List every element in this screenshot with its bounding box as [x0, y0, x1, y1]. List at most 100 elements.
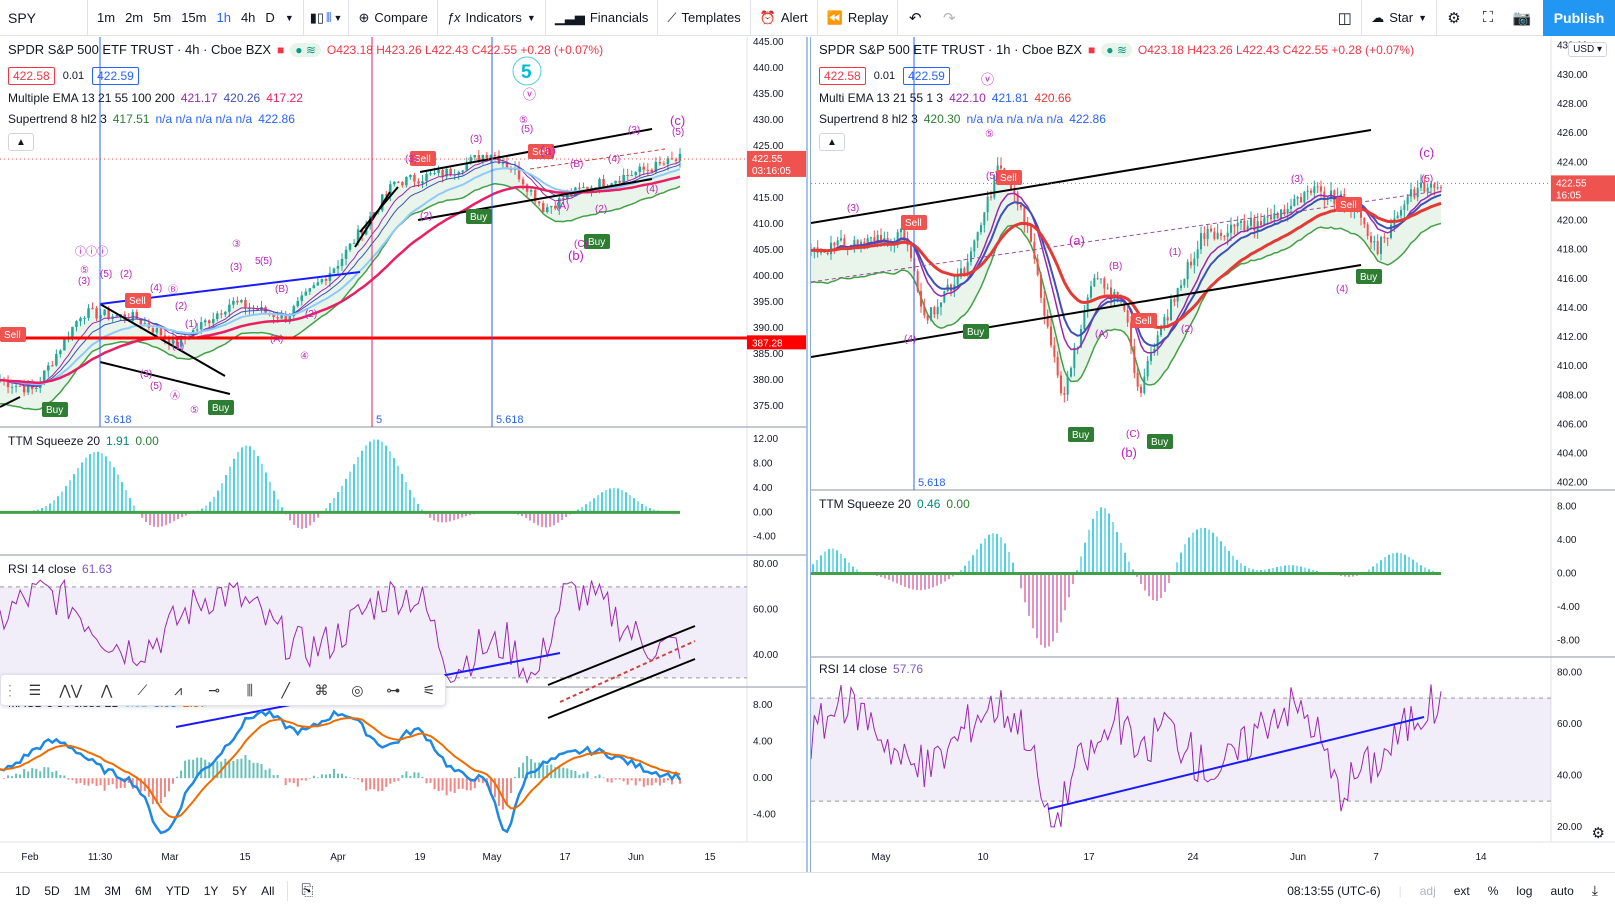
- range-3m[interactable]: 3M: [104, 883, 122, 898]
- candle-body: [674, 159, 678, 161]
- alert-button[interactable]: ⏰ Alert: [751, 0, 818, 36]
- price-axis-tick: 402.00: [1557, 478, 1588, 489]
- interval-2m[interactable]: 2m: [125, 10, 144, 25]
- candle-body: [1256, 221, 1259, 231]
- right-chart-canvas[interactable]: 432.00430.00428.00426.00424.00422.00420.…: [811, 37, 1615, 872]
- clock-time[interactable]: 08:13:55 (UTC-6): [1287, 883, 1381, 898]
- squeeze-axis-tick: 8.00: [1557, 502, 1577, 513]
- snapshot-button[interactable]: 📷: [1505, 0, 1539, 36]
- right-ema-legend[interactable]: Multi EMA 13 21 55 1 3 422.10 421.81 420…: [819, 91, 1071, 105]
- indicators-button[interactable]: ƒx Indicators ▼: [438, 0, 546, 36]
- elliott-wave-label: (5): [672, 127, 684, 138]
- interval-15m[interactable]: 15m: [181, 10, 207, 25]
- macd-axis-tick: 4.00: [753, 737, 773, 748]
- candle-body: [264, 307, 267, 313]
- left-bid-price[interactable]: 422.58: [8, 67, 55, 85]
- candle-body: [529, 189, 533, 192]
- interval-1m[interactable]: 1m: [97, 10, 116, 25]
- candle-body: [1260, 221, 1262, 226]
- range-5d[interactable]: 5D: [44, 883, 60, 898]
- goto-date-icon[interactable]: ⎘: [301, 882, 314, 899]
- interval-D[interactable]: D: [265, 10, 275, 25]
- left-chart-pane[interactable]: 445.00440.00435.00430.00425.00420.00415.…: [0, 37, 808, 872]
- fib-spiral-icon[interactable]: ◎: [351, 681, 364, 698]
- candle-body: [1046, 315, 1049, 327]
- candle-body: [1430, 183, 1432, 188]
- fib-retracement-icon[interactable]: ☰: [28, 681, 42, 698]
- elliott-wave-icon[interactable]: ⋀⋁: [59, 681, 83, 698]
- horizontal-ray-icon[interactable]: ⊸: [208, 681, 220, 698]
- parallel-channel-icon[interactable]: ⩘: [174, 681, 183, 698]
- publish-button[interactable]: Publish: [1543, 0, 1615, 36]
- templates-button[interactable]: ⟋ Templates: [658, 0, 751, 36]
- squeeze-axis-tick: 8.00: [753, 459, 773, 470]
- currency-selector[interactable]: USD ▾: [1568, 42, 1607, 57]
- star-button[interactable]: ☁ Star ▼: [1362, 0, 1437, 36]
- scroll-to-realtime-icon[interactable]: ⤓: [1591, 882, 1598, 898]
- abcd-pattern-icon[interactable]: ⋀: [100, 681, 113, 698]
- candle-body: [1090, 286, 1092, 298]
- candle-body: [352, 243, 356, 245]
- right-ask-price[interactable]: 422.59: [903, 67, 950, 85]
- right-rsi-legend[interactable]: RSI 14 close 57.76: [819, 662, 923, 676]
- symbol-search[interactable]: SPY: [0, 0, 88, 36]
- layout-button[interactable]: ◫: [1328, 0, 1363, 36]
- range-5y[interactable]: 5Y: [232, 883, 248, 898]
- range-all[interactable]: All: [261, 883, 275, 898]
- buy-signal-label: Buy: [46, 405, 63, 416]
- left-supertrend-legend[interactable]: Supertrend 8 hl2 3 417.51 n/a n/a n/a n/…: [8, 112, 295, 126]
- right-bid-price[interactable]: 422.58: [819, 67, 866, 85]
- right-supertrend-legend[interactable]: Supertrend 8 hl2 3 420.30 n/a n/a n/a n/…: [819, 112, 1106, 126]
- interval-1h[interactable]: 1h: [216, 10, 231, 25]
- financials-button[interactable]: ▁▃▅ Financials: [546, 0, 659, 36]
- range-1m[interactable]: 1M: [73, 883, 91, 898]
- candle-body: [598, 179, 601, 190]
- left-chart-canvas[interactable]: 445.00440.00435.00430.00425.00420.00415.…: [0, 37, 808, 872]
- chart-style-button[interactable]: ▮▯ ⫴ ▼: [304, 0, 350, 36]
- right-squeeze-legend[interactable]: TTM Squeeze 20 0.46 0.00: [819, 497, 970, 511]
- log-toggle[interactable]: log: [1516, 883, 1533, 898]
- candle-body: [843, 238, 846, 248]
- range-1y[interactable]: 1Y: [203, 883, 219, 898]
- redo-button[interactable]: ↷: [932, 0, 966, 36]
- undo-button[interactable]: ↶: [898, 0, 932, 36]
- left-rsi-legend[interactable]: RSI 14 close 61.63: [8, 562, 112, 576]
- pattern-icon[interactable]: ⌘: [314, 681, 329, 698]
- chevron-down-icon[interactable]: ▼: [284, 12, 294, 23]
- interval-5m[interactable]: 5m: [153, 10, 172, 25]
- range-6m[interactable]: 6M: [135, 883, 152, 898]
- candle-body: [1373, 240, 1376, 243]
- candle-body: [212, 319, 215, 324]
- alert-label: Alert: [780, 10, 808, 25]
- right-legend-collapse-button[interactable]: ▲: [819, 133, 845, 151]
- vertical-lines-icon[interactable]: ⫼: [246, 681, 254, 698]
- percent-toggle[interactable]: %: [1487, 883, 1499, 898]
- axis-settings-button[interactable]: ⚙: [1592, 824, 1605, 842]
- candle-body: [501, 163, 505, 165]
- left-ema-legend[interactable]: Multiple EMA 13 21 55 100 200 421.17 420…: [8, 91, 303, 105]
- price-axis-tick: 406.00: [1557, 419, 1588, 430]
- settings-lines-icon[interactable]: ⚟: [422, 681, 436, 698]
- sliders-icon[interactable]: ⊶: [386, 681, 401, 698]
- replay-button[interactable]: ⏪ Replay: [818, 0, 899, 36]
- settings-button[interactable]: ⚙: [1437, 0, 1471, 36]
- last-price-box: [1551, 175, 1615, 202]
- left-ask-price[interactable]: 422.59: [92, 67, 139, 85]
- auto-toggle[interactable]: auto: [1550, 883, 1574, 898]
- range-1d[interactable]: 1D: [15, 883, 31, 898]
- left-legend-collapse-button[interactable]: ▲: [8, 133, 34, 151]
- candle-body: [308, 288, 312, 292]
- interval-4h[interactable]: 4h: [240, 10, 256, 25]
- range-ytd[interactable]: YTD: [165, 883, 190, 898]
- adj-toggle[interactable]: adj: [1419, 883, 1436, 898]
- trend-line-icon[interactable]: ⟋: [137, 681, 148, 698]
- drag-handle-icon[interactable]: ⋮: [3, 681, 17, 698]
- ray-line-icon[interactable]: ╱: [281, 681, 290, 698]
- ext-toggle[interactable]: ext: [1453, 883, 1470, 898]
- fullscreen-button[interactable]: ⛶: [1471, 0, 1505, 36]
- buy-signal: [584, 234, 610, 249]
- left-squeeze-legend[interactable]: TTM Squeeze 20 1.91 0.00: [8, 434, 159, 448]
- elliott-wave-label: (3): [230, 262, 242, 273]
- compare-button[interactable]: ⊕ Compare: [349, 0, 438, 36]
- right-chart-pane[interactable]: 432.00430.00428.00426.00424.00422.00420.…: [810, 37, 1615, 872]
